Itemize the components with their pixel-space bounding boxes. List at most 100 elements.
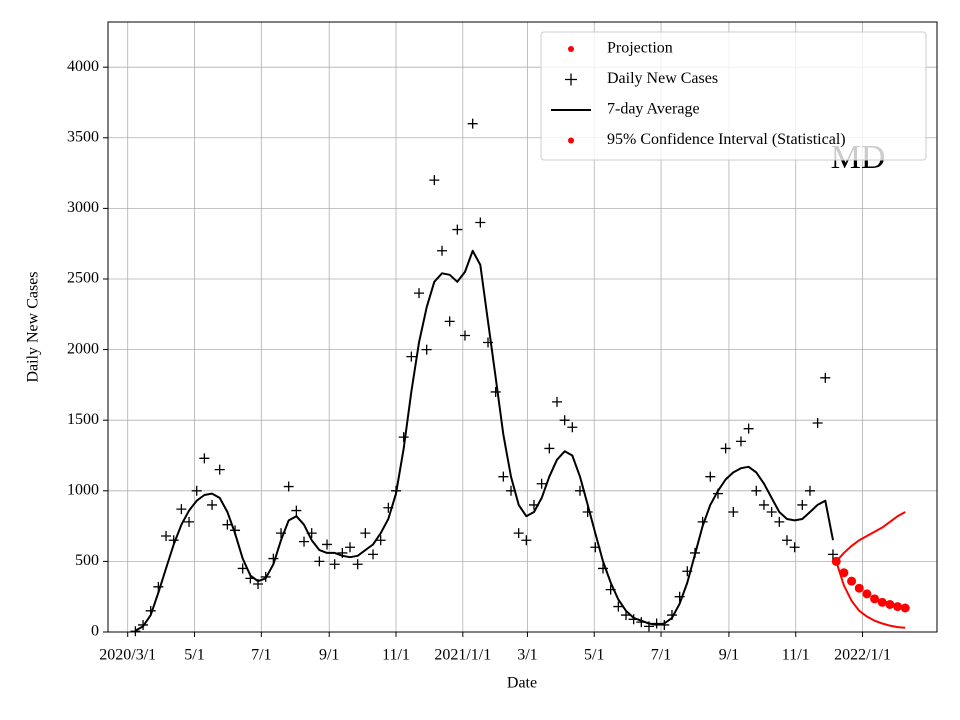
x-tick-label: 11/1 — [782, 647, 810, 664]
daily-case-marker — [222, 519, 233, 530]
projection-point — [839, 568, 849, 578]
daily-case-marker — [414, 288, 425, 299]
legend-label: 7-day Average — [607, 101, 700, 118]
daily-case-marker — [199, 453, 210, 464]
daily-case-marker — [429, 175, 440, 186]
legend-box — [540, 31, 927, 161]
daily-case-marker — [567, 422, 578, 433]
x-tick-label: 9/1 — [719, 647, 739, 664]
daily-case-marker — [559, 415, 570, 426]
daily-case-marker — [536, 478, 547, 489]
x-tick-label: 2021/1/1 — [434, 647, 491, 664]
plot-area — [130, 118, 910, 637]
daily-case-marker — [467, 118, 478, 129]
daily-case-marker — [214, 464, 225, 475]
legend-label: Daily New Cases — [607, 70, 718, 87]
daily-case-marker — [521, 535, 532, 546]
daily-case-marker — [475, 217, 486, 228]
daily-case-marker — [444, 316, 455, 327]
daily-case-marker — [452, 224, 463, 235]
daily-case-marker — [544, 443, 555, 454]
daily-case-marker — [322, 539, 333, 550]
daily-case-marker — [743, 423, 754, 434]
daily-case-marker — [781, 535, 792, 546]
legend-marker — [568, 137, 574, 144]
daily-case-marker — [329, 559, 340, 570]
daily-case-marker — [766, 506, 777, 517]
daily-case-marker — [820, 372, 831, 383]
x-tick-label: 2020/3/1 — [99, 647, 156, 664]
daily-case-marker — [551, 396, 562, 407]
y-tick-label: 3000 — [67, 199, 99, 216]
y-tick-label: 0 — [91, 623, 99, 640]
confidence-bound — [835, 561, 906, 629]
daily-case-marker — [191, 485, 202, 496]
daily-case-marker — [513, 528, 524, 539]
daily-case-marker — [460, 330, 471, 341]
projection-point — [885, 599, 895, 609]
projection-point — [862, 589, 872, 599]
projection-point — [847, 576, 857, 586]
x-tick-label: 3/1 — [517, 647, 537, 664]
legend-label: Projection — [607, 40, 673, 57]
daily-case-marker — [314, 556, 325, 567]
y-tick-label: 4000 — [67, 58, 99, 75]
daily-case-marker — [291, 505, 302, 516]
y-tick-label: 3500 — [67, 128, 99, 145]
daily-case-marker — [368, 549, 379, 560]
daily-case-marker — [406, 351, 417, 362]
daily-case-marker — [613, 601, 624, 612]
legend-marker — [568, 46, 574, 52]
x-tick-label: 11/1 — [382, 647, 410, 664]
daily-case-marker — [398, 432, 409, 443]
daily-case-marker — [421, 344, 432, 355]
y-tick-label: 1000 — [67, 481, 99, 498]
projection-point — [900, 603, 910, 613]
daily-case-marker — [728, 506, 739, 517]
x-tick-label: 5/1 — [584, 647, 604, 664]
daily-case-marker — [498, 471, 509, 482]
daily-case-marker — [176, 504, 187, 515]
daily-case-marker — [283, 481, 294, 492]
daily-case-marker — [130, 626, 141, 637]
legend: Projection Daily New Cases 7-day Average 95… — [540, 31, 927, 161]
daily-case-marker — [360, 528, 371, 539]
daily-case-marker — [720, 443, 731, 454]
daily-case-marker — [437, 245, 448, 256]
daily-case-marker — [804, 485, 815, 496]
x-tick-label: 5/1 — [184, 647, 204, 664]
confidence-bound — [835, 511, 906, 563]
x-tick-label: 7/1 — [251, 647, 271, 664]
y-tick-label: 2500 — [67, 270, 99, 287]
daily-case-marker — [375, 535, 386, 546]
daily-case-marker — [207, 499, 218, 510]
projection-point — [854, 583, 864, 593]
y-axis-label: Daily New Cases — [25, 271, 42, 382]
x-tick-label: 2022/1/1 — [834, 647, 891, 664]
legend-label: 95% Confidence Interval (Statistical) — [607, 131, 846, 148]
plot-frame — [107, 21, 938, 633]
x-tick-label: 9/1 — [319, 647, 339, 664]
daily-case-marker — [774, 516, 785, 527]
daily-case-marker — [789, 542, 800, 553]
daily-case-marker — [490, 386, 501, 397]
y-tick-label: 500 — [75, 552, 99, 569]
daily-case-marker — [797, 499, 808, 510]
daily-case-marker — [812, 418, 823, 429]
x-axis-label: Date — [507, 675, 537, 692]
daily-case-marker — [751, 485, 762, 496]
daily-case-marker — [345, 542, 356, 553]
daily-case-marker — [184, 516, 195, 527]
daily-case-marker — [735, 436, 746, 447]
daily-case-marker — [161, 530, 172, 541]
projection-point — [870, 594, 880, 604]
y-tick-label: 1500 — [67, 411, 99, 428]
average-line — [134, 249, 834, 632]
daily-case-marker — [352, 559, 363, 570]
legend-marker — [565, 73, 577, 86]
daily-case-marker — [705, 471, 716, 482]
daily-case-marker — [758, 499, 769, 510]
daily-case-marker — [299, 536, 310, 547]
daily-case-marker — [827, 549, 838, 560]
